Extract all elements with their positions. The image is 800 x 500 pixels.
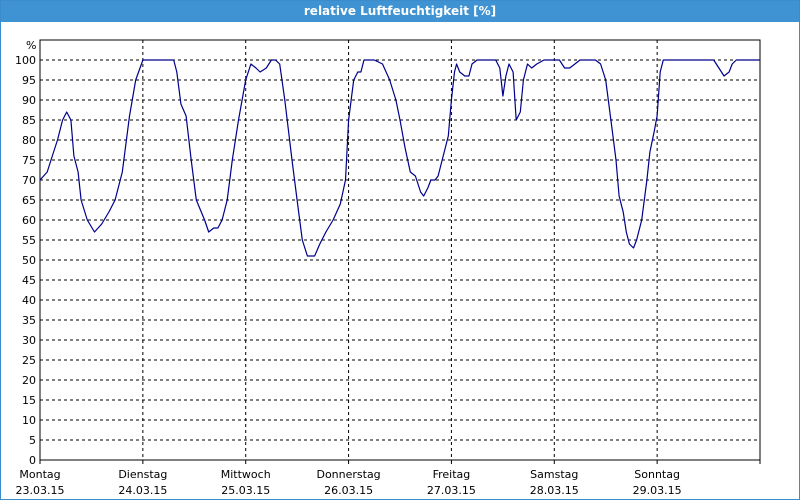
chart-title: relative Luftfeuchtigkeit [%] [1, 1, 799, 22]
x-tick-day: Mittwoch [221, 468, 271, 481]
y-tick-label: 25 [22, 354, 36, 367]
y-tick-label: 70 [22, 174, 36, 187]
y-tick-label: 85 [22, 114, 36, 127]
x-tick-day: Samstag [530, 468, 578, 481]
x-tick-day: Donnerstag [316, 468, 380, 481]
x-tick-label-group: Montag 23.03.15 [16, 468, 65, 497]
y-tick-label: 15 [22, 394, 36, 407]
x-tick-date: 28.03.15 [530, 484, 579, 497]
x-tick-label-group: Donnerstag 26.03.15 [316, 468, 380, 497]
x-tick-label-group: Dienstag 24.03.15 [118, 468, 167, 497]
y-tick-label: 80 [22, 134, 36, 147]
y-tick-label: 95 [22, 74, 36, 87]
y-tick-label: 50 [22, 254, 36, 267]
x-tick-day: Montag [19, 468, 60, 481]
y-tick-label: 35 [22, 314, 36, 327]
y-tick-label: 40 [22, 294, 36, 307]
series-line-humidity [39, 59, 760, 257]
y-tick-label: 90 [22, 94, 36, 107]
x-tick-label-group: Mittwoch 25.03.15 [221, 468, 271, 497]
x-tick-label-group: Sonntag 29.03.15 [633, 468, 682, 497]
x-tick-date: 25.03.15 [221, 484, 270, 497]
y-tick-label: 65 [22, 194, 36, 207]
y-tick-label: 60 [22, 214, 36, 227]
series-group [39, 59, 760, 257]
x-tick-label-group: Samstag 28.03.15 [530, 468, 579, 497]
x-tick-date: 26.03.15 [324, 484, 373, 497]
x-tick-date: 27.03.15 [427, 484, 476, 497]
x-tick-day: Freitag [433, 468, 471, 481]
x-tick-date: 24.03.15 [118, 484, 167, 497]
y-tick-label: 5 [29, 434, 36, 447]
y-tick-label: 45 [22, 274, 36, 287]
y-axis-unit-label: % [26, 39, 36, 52]
x-tick-date: 29.03.15 [633, 484, 682, 497]
x-tick-label-group: Freitag 27.03.15 [427, 468, 476, 497]
y-axis-ticks: 0 5 10 15 20 25 30 35 40 45 50 55 60 65 70 75 80 85 90 95 10… [15, 54, 36, 467]
x-tick-date: 23.03.15 [16, 484, 65, 497]
y-tick-label: 0 [29, 454, 36, 467]
plot-area [39, 39, 761, 461]
y-tick-label: 100 [15, 54, 36, 67]
x-axis-ticks: Montag 23.03.15 Dienstag 24.03.15 Mittwoch 25… [16, 460, 761, 497]
y-tick-label: 55 [22, 234, 36, 247]
y-tick-label: 20 [22, 374, 36, 387]
y-tick-label: 75 [22, 154, 36, 167]
y-tick-label: 30 [22, 334, 36, 347]
y-tick-label: 10 [22, 414, 36, 427]
x-tick-day: Sonntag [634, 468, 680, 481]
x-tick-day: Dienstag [118, 468, 167, 481]
grid-lines [40, 40, 760, 460]
